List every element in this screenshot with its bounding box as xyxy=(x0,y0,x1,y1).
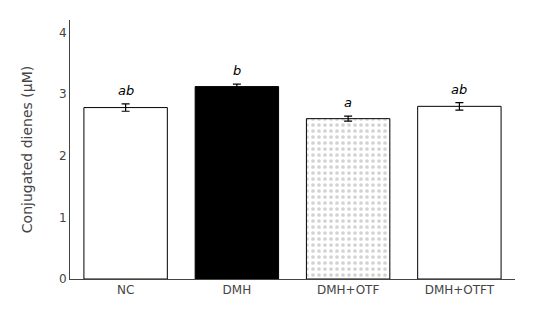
svg-text:ab: ab xyxy=(118,83,134,98)
svg-text:1: 1 xyxy=(59,211,67,225)
svg-text:DMH: DMH xyxy=(223,283,252,297)
svg-text:Conjugated dienes (μM): Conjugated dienes (μM) xyxy=(19,66,35,233)
svg-text:NC: NC xyxy=(117,283,134,297)
svg-text:3: 3 xyxy=(59,87,67,101)
svg-text:DMH+OTF: DMH+OTF xyxy=(317,283,379,297)
svg-text:b: b xyxy=(233,63,241,78)
svg-text:ab: ab xyxy=(451,82,467,97)
svg-text:4: 4 xyxy=(59,26,67,40)
svg-text:a: a xyxy=(344,95,352,110)
svg-text:0: 0 xyxy=(59,272,67,286)
svg-text:DMH+OTFT: DMH+OTFT xyxy=(425,283,495,297)
svg-text:2: 2 xyxy=(59,149,67,163)
